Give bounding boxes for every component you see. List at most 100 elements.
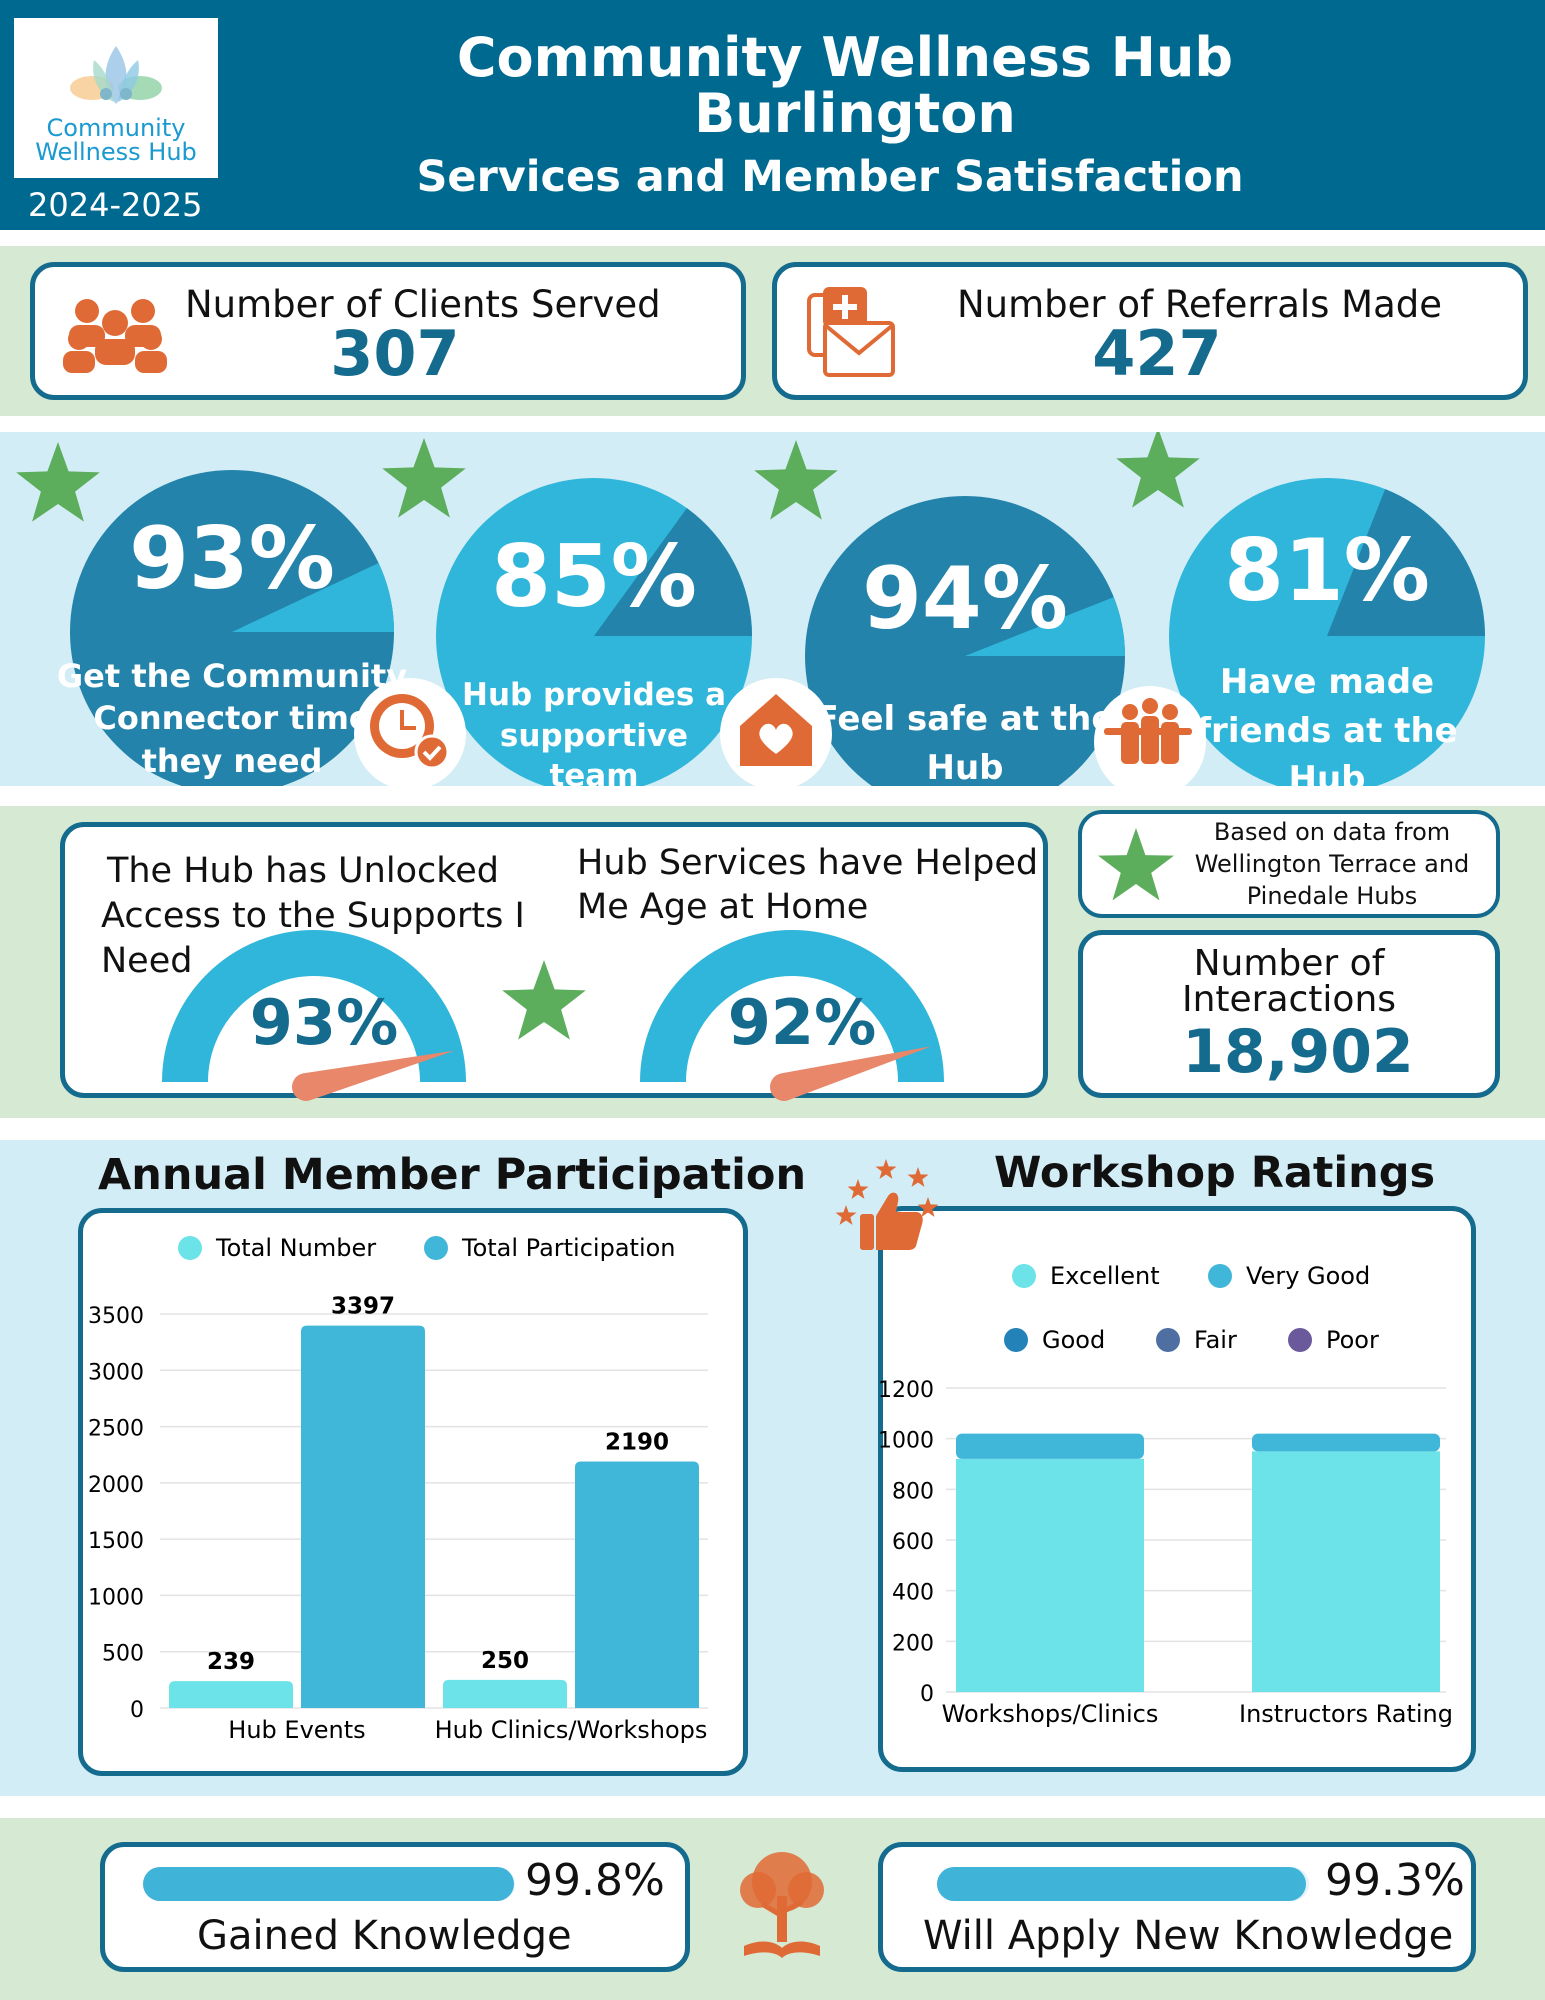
bar-total-participation <box>575 1461 699 1708</box>
pie-4-label: friends at the <box>1196 711 1457 751</box>
star-icon <box>502 960 586 1040</box>
pie-3-slice <box>965 597 1125 656</box>
page-title-line2: Burlington <box>694 82 1016 145</box>
pie-1-percent: 93% <box>129 509 335 609</box>
apply-knowledge-pct: 99.3% <box>1325 1855 1465 1906</box>
house-heart-icon <box>720 678 832 786</box>
y-tick-label: 1000 <box>878 1429 934 1454</box>
legend-label: Total Participation <box>461 1234 676 1262</box>
thumbs-up-stars-icon <box>835 1159 939 1250</box>
clients-card: Number of Clients Served 307 <box>30 262 746 400</box>
gauge2-title-line1: Hub Services have Helped <box>577 843 1039 883</box>
note-line2: Wellington Terrace and <box>1194 850 1470 878</box>
logo-text-line2: Wellness Hub <box>35 138 197 166</box>
referrals-card: Number of Referrals Made 427 <box>772 262 1528 400</box>
bar-excellent <box>1252 1451 1440 1692</box>
gained-knowledge-label: Gained Knowledge <box>197 1913 572 1959</box>
pie-1-label: they need <box>142 742 323 780</box>
interactions-label-line2: Interactions <box>1181 979 1397 1020</box>
gauge1-title-line1: The Hub has Unlocked <box>107 851 500 891</box>
legend-marker <box>1004 1328 1028 1352</box>
pie-3-base <box>805 496 1125 786</box>
gauge-2-percent: 92% <box>728 986 876 1059</box>
interactions-card: Number of Interactions 18,902 <box>1078 930 1500 1098</box>
pie-3-label: Feel safe at the <box>816 699 1115 739</box>
participation-chart-title: Annual Member Participation <box>98 1150 807 1200</box>
friends-group-icon <box>1094 686 1206 786</box>
data-label: 250 <box>481 1648 529 1674</box>
clients-value: 307 <box>330 317 460 390</box>
gauge-2-arc <box>640 930 944 1083</box>
y-tick-label: 800 <box>892 1479 934 1504</box>
gained-knowledge-pct: 99.8% <box>525 1855 665 1906</box>
data-label: 3397 <box>331 1294 395 1320</box>
y-tick-label: 600 <box>892 1530 934 1555</box>
gauge-2-needle <box>770 1046 932 1101</box>
y-tick-label: 1000 <box>88 1585 144 1610</box>
pie-1-slice <box>232 563 394 632</box>
legend-marker <box>178 1236 202 1260</box>
y-tick-label: 3000 <box>88 1360 144 1385</box>
pie-section: 93% Get the Community Connector time they n… <box>16 432 1485 786</box>
gauge1-title-line3: Need <box>101 941 193 981</box>
pie-2-label: team <box>549 758 638 786</box>
progress-fill <box>937 1867 1307 1901</box>
y-tick-label: 1200 <box>878 1378 934 1403</box>
apply-knowledge-card: 99.3% Will Apply New Knowledge <box>878 1842 1476 1972</box>
bar-total-number <box>443 1679 567 1708</box>
bar-total-participation <box>301 1325 425 1708</box>
header-band <box>0 0 1545 230</box>
legend-marker <box>1208 1264 1232 1288</box>
pie-1-label: Get the Community <box>57 657 407 695</box>
gauge2-title-line2: Me Age at Home <box>577 887 869 927</box>
clock-check-icon <box>354 678 466 786</box>
legend-marker <box>1012 1264 1036 1288</box>
y-tick-label: 1500 <box>88 1529 144 1554</box>
data-label: 2190 <box>605 1429 669 1455</box>
pie-4-label: Have made <box>1220 662 1434 702</box>
knowledge-tree-icon <box>740 1852 824 1958</box>
y-tick-label: 400 <box>892 1581 934 1606</box>
gauge-1-arc <box>162 930 466 1083</box>
pie-3-label: Hub <box>927 748 1004 786</box>
gained-knowledge-card: 99.8% Gained Knowledge <box>100 1842 690 1972</box>
ratings-chart-title: Workshop Ratings <box>994 1148 1436 1198</box>
apply-knowledge-label: Will Apply New Knowledge <box>923 1913 1454 1959</box>
logo-text-line1: Community <box>46 114 186 142</box>
pie-2-slice <box>594 508 752 636</box>
legend-label: Total Number <box>215 1234 376 1262</box>
legend-marker <box>424 1236 448 1260</box>
x-category-label: Hub Events <box>228 1716 365 1744</box>
y-tick-label: 2000 <box>88 1473 144 1498</box>
progress-fill <box>143 1867 515 1901</box>
bar-very-good <box>1252 1433 1440 1452</box>
bar-excellent <box>956 1458 1144 1692</box>
page-title-line1: Community Wellness Hub <box>456 26 1234 89</box>
legend-label: Poor <box>1326 1326 1379 1354</box>
pie-1-label: Connector time <box>93 699 370 737</box>
referrals-label: Number of Referrals Made <box>957 283 1443 326</box>
y-tick-label: 3500 <box>88 1304 144 1329</box>
clients-label: Number of Clients Served <box>185 283 661 326</box>
people-group-icon <box>63 299 167 373</box>
pie-1-base <box>70 470 394 786</box>
pie-4-percent: 81% <box>1224 521 1430 621</box>
progress-track <box>937 1867 1309 1901</box>
lotus-logo-icon <box>70 46 162 104</box>
bar-total-number <box>169 1681 293 1708</box>
page-subtitle: Services and Member Satisfaction <box>416 152 1244 202</box>
y-tick-label: 2500 <box>88 1417 144 1442</box>
gauge1-title-line2: Access to the Supports I <box>101 896 525 936</box>
legend-label: Excellent <box>1050 1262 1160 1290</box>
pie-4-label: Hub <box>1289 759 1366 786</box>
star-icon <box>1098 828 1174 901</box>
x-category-label: Instructors Rating <box>1239 1700 1453 1728</box>
progress-track <box>143 1867 515 1901</box>
y-tick-label: 0 <box>920 1682 934 1707</box>
legend-label: Fair <box>1194 1326 1237 1354</box>
star-icon <box>16 432 1200 522</box>
legend-marker <box>1156 1328 1180 1352</box>
interactions-value: 18,902 <box>1182 1017 1414 1087</box>
pie-2-label: supportive <box>500 718 688 754</box>
